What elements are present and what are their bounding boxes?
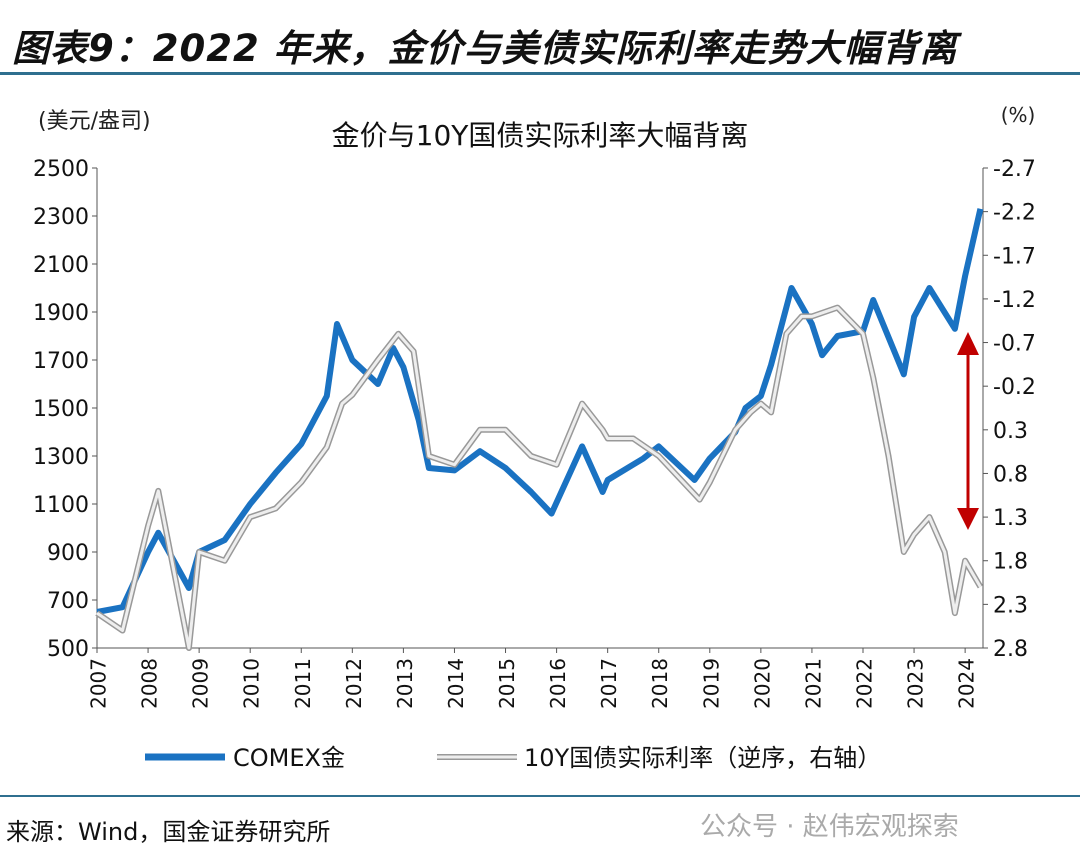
y-tick-label: 1500 <box>33 397 89 422</box>
y2-tick-label: 1.8 <box>993 550 1028 575</box>
series-line-real-rate-outline <box>95 304 983 651</box>
y-axis-label: (美元/盎司) <box>38 109 151 134</box>
figure-title: 图表9：2022 年来，金价与美债实际利率走势大幅背离 <box>12 27 958 70</box>
watermark: 公众号 · 赵伟宏观探索 <box>700 812 959 842</box>
x-tick-label: 2021 <box>801 658 825 709</box>
x-tick-label: 2013 <box>393 658 417 709</box>
y-tick-label: 1900 <box>33 301 89 326</box>
y-tick-label: 500 <box>47 637 89 662</box>
x-tick-label: 2007 <box>87 658 111 709</box>
y2-tick-label: -1.2 <box>993 288 1036 313</box>
y-tick-label: 900 <box>47 541 89 566</box>
y2-tick-label: 0.3 <box>993 419 1028 444</box>
y-tick-label: 1100 <box>33 493 89 518</box>
y-tick-label: 2100 <box>33 253 89 278</box>
top-divider <box>0 72 1080 75</box>
y-tick-label: 2500 <box>33 157 89 182</box>
x-tick-label: 2011 <box>291 658 315 709</box>
y2-tick-label: 0.8 <box>993 462 1028 487</box>
x-tick-label: 2019 <box>699 658 723 709</box>
y2-tick-label: -0.7 <box>993 332 1036 357</box>
x-tick-label: 2017 <box>597 658 621 709</box>
y-tick-label: 700 <box>47 589 89 614</box>
x-tick-label: 2020 <box>750 658 774 709</box>
bottom-divider <box>0 795 1080 797</box>
x-tick-label: 2010 <box>240 658 264 709</box>
x-tick-label: 2023 <box>904 658 928 709</box>
x-tick-label: 2024 <box>955 658 979 709</box>
y2-tick-label: -2.7 <box>993 157 1036 182</box>
series-line-real-rate <box>96 306 982 650</box>
y2-tick-label: 2.3 <box>993 593 1028 618</box>
y-tick-label: 2300 <box>33 205 89 230</box>
y-tick-label: 1700 <box>33 349 89 374</box>
legend-label-real-rate: 10Y国债实际利率（逆序，右轴） <box>524 744 881 772</box>
x-tick-label: 2009 <box>189 658 213 709</box>
chart-title: 金价与10Y国债实际利率大幅背离 <box>332 119 749 152</box>
y2-tick-label: 2.8 <box>993 637 1028 662</box>
x-tick-label: 2015 <box>495 658 519 709</box>
legend-label-gold: COMEX金 <box>233 744 345 772</box>
x-tick-label: 2022 <box>852 658 876 709</box>
y-tick-label: 1300 <box>33 445 89 470</box>
y2-tick-label: 1.3 <box>993 506 1028 531</box>
y2-axis-label: (%) <box>1001 103 1036 127</box>
source-note: 来源：Wind，国金证券研究所 <box>6 818 331 846</box>
x-tick-label: 2014 <box>444 658 468 709</box>
x-tick-label: 2016 <box>546 658 570 709</box>
divergence-arrow-head-up <box>957 332 979 355</box>
y2-tick-label: -1.7 <box>993 244 1036 269</box>
x-tick-label: 2018 <box>648 658 672 709</box>
series-line-gold <box>96 208 984 615</box>
x-tick-label: 2008 <box>138 658 162 709</box>
x-tick-label: 2012 <box>342 658 366 709</box>
y2-tick-label: -0.2 <box>993 375 1036 400</box>
divergence-arrow-head-down <box>957 508 979 530</box>
y2-tick-label: -2.2 <box>993 201 1036 226</box>
